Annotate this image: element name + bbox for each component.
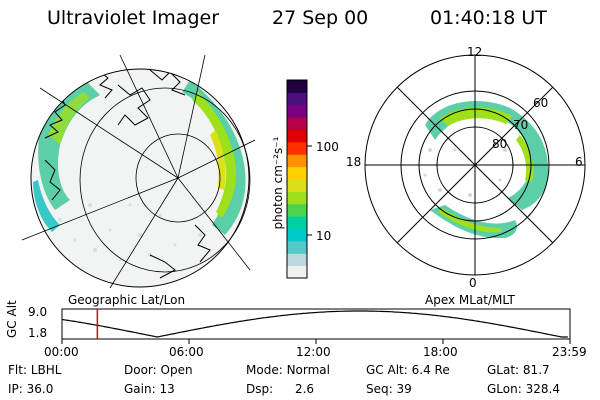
colorbar-segment (287, 92, 307, 106)
mlat-label-70: 70 (513, 118, 529, 132)
info-glat: GLat: 81.7 (487, 363, 550, 377)
colorbar (286, 79, 312, 279)
info-ip: IP: 36.0 (8, 382, 54, 396)
polar-map-label: Apex MLat/MLT (425, 293, 515, 307)
orbit-timeline (61, 308, 571, 344)
colorbar-segment (287, 240, 307, 254)
colorbar-segment (287, 191, 307, 205)
timeline-ylabel: GC Alt (5, 300, 19, 338)
colorbar-tick-10: 10 (316, 229, 332, 243)
colorbar-segment (287, 265, 307, 279)
timeline-xtick-1200: 12:00 (296, 345, 331, 359)
mlt-label-6: 6 (575, 155, 583, 169)
mlt-label-0: 0 (469, 276, 477, 290)
colorbar-segment (287, 179, 307, 192)
colorbar-frame (286, 79, 308, 279)
colorbar-segment (287, 253, 307, 267)
polar-map (364, 54, 586, 276)
colorbar-label: photon cm⁻²s⁻¹ (271, 136, 285, 230)
timeline-xtick-1800: 18:00 (423, 345, 458, 359)
colorbar-tick-100: 100 (316, 140, 339, 154)
info-seq: Seq: 39 (366, 382, 412, 396)
info-gc-alt: GC Alt: 6.4 Re (366, 363, 450, 377)
timeline-xtick-2359: 23:59 (552, 345, 587, 359)
window-title: Ultraviolet Imager (47, 7, 220, 29)
colorbar-segment (287, 203, 307, 217)
mlat-label-60: 60 (533, 96, 549, 110)
mlat-label-80: 80 (492, 137, 508, 151)
timeline-tick-marks (61, 339, 571, 344)
mlt-label-12: 12 (467, 45, 483, 59)
date-readout: 27 Sep 00 (272, 7, 369, 29)
geo-map (21, 54, 256, 289)
colorbar-segment (287, 129, 307, 143)
info-flt: Flt: LBHL (8, 363, 62, 377)
timeline-xtick-0600: 06:00 (169, 345, 204, 359)
info-door: Door: Open (124, 363, 193, 377)
colorbar-segment (287, 216, 307, 229)
geo-map-label: Geographic Lat/Lon (68, 293, 186, 307)
timeline-ytick-1-8: 1.8 (28, 326, 48, 340)
colorbar-segment (287, 104, 307, 118)
info-mode: Mode: Normal (246, 363, 330, 377)
orbit-altitude-curve (61, 310, 568, 338)
colorbar-segment (287, 154, 307, 168)
info-dsp: Dsp: 2.6 (246, 382, 315, 396)
info-glon: GLon: 328.4 (487, 382, 560, 396)
colorbar-segment (287, 117, 307, 130)
colorbar-segment (287, 228, 307, 242)
colorbar-segment (287, 80, 307, 93)
timeline-ytick-9: 9.0 (28, 305, 48, 319)
colorbar-segment (287, 166, 307, 180)
mlt-label-18: 18 (346, 155, 362, 169)
timeline-xtick-0000: 00:00 (44, 345, 79, 359)
info-gain: Gain: 13 (124, 382, 175, 396)
colorbar-segment (287, 141, 307, 155)
time-readout: 01:40:18 UT (430, 7, 547, 29)
